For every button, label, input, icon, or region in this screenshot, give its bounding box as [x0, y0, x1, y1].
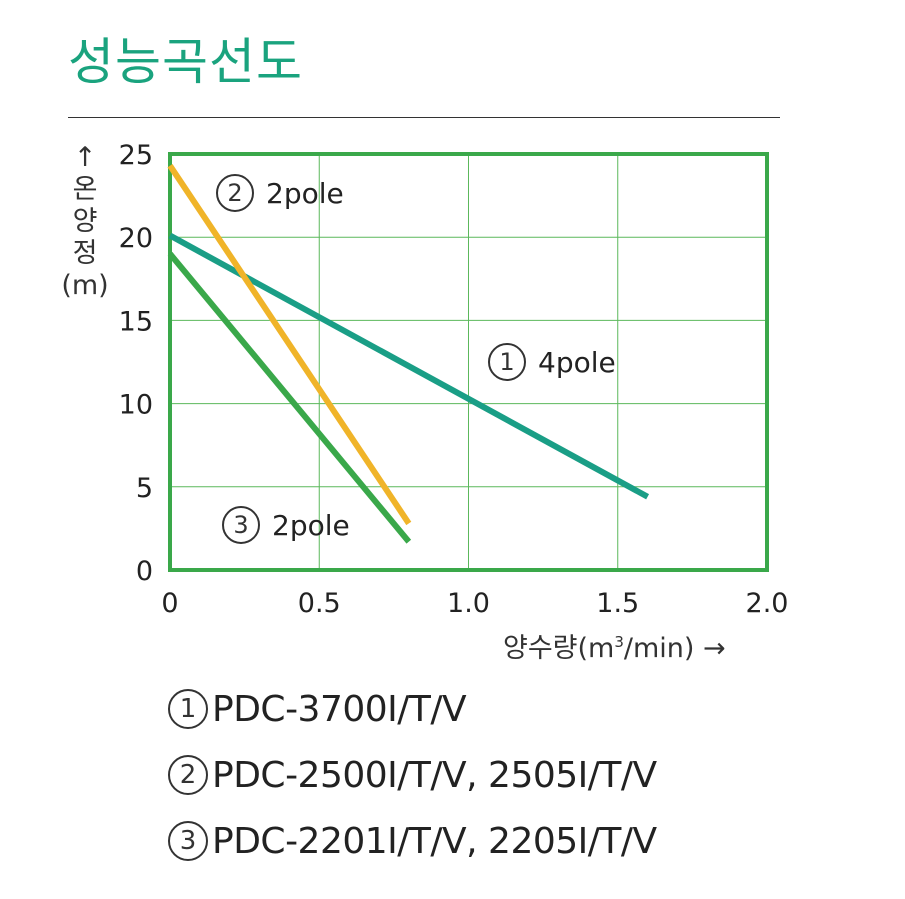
- y-axis-label-char: 온: [72, 174, 98, 205]
- x-axis-label-sup: 3: [614, 633, 624, 651]
- series-line-1: [168, 232, 650, 500]
- x-tick-label: 1.0: [447, 588, 490, 619]
- marker-3-icon: 3: [222, 506, 260, 544]
- series-label-1-text: 4pole: [538, 345, 616, 379]
- legend-item: 1 PDC-3700I/T/V: [168, 676, 657, 742]
- y-axis-label-char: 양: [72, 206, 98, 237]
- page-title: 성능곡선도: [68, 33, 303, 91]
- legend-item: 2 PDC-2500I/T/V, 2505I/T/V: [168, 742, 657, 808]
- x-tick-label: 0.5: [298, 588, 341, 619]
- y-tick-label: 15: [119, 306, 153, 337]
- y-tick-label: 0: [136, 556, 153, 587]
- y-tick-label: 25: [119, 140, 153, 171]
- series-line-3: [167, 251, 412, 544]
- y-axis-label: ↑ 온 양 정 (m): [60, 142, 110, 302]
- y-axis-label-unit: (m): [61, 270, 109, 301]
- x-axis-label-tail: /min) →: [623, 633, 726, 664]
- x-tick-label: 0: [161, 588, 178, 619]
- legend-item: 3 PDC-2201I/T/V, 2205I/T/V: [168, 808, 657, 874]
- x-axis-label-text: 양수량(m: [503, 633, 615, 664]
- marker-3-icon: 3: [168, 821, 208, 861]
- y-axis-label-char: 정: [72, 238, 98, 269]
- series-line-2: [167, 163, 412, 526]
- y-tick-label: 10: [119, 390, 153, 421]
- title-divider: [68, 117, 780, 118]
- series-label-3-text: 2pole: [272, 508, 350, 542]
- x-tick-label: 1.5: [596, 588, 639, 619]
- marker-1-icon: 1: [488, 343, 526, 381]
- marker-2-icon: 2: [216, 174, 254, 212]
- series-label-3: 3 2pole: [222, 506, 350, 544]
- legend-item-text: PDC-3700I/T/V: [212, 688, 467, 730]
- y-tick-label: 20: [119, 223, 153, 254]
- series-label-2: 2 2pole: [216, 174, 344, 212]
- model-legend: 1 PDC-3700I/T/V 2 PDC-2500I/T/V, 2505I/T…: [168, 676, 657, 874]
- x-axis-label: 양수량(m3/min) →: [503, 626, 726, 665]
- legend-item-text: PDC-2201I/T/V, 2205I/T/V: [212, 820, 657, 862]
- x-tick-label: 2.0: [746, 588, 789, 619]
- y-axis-arrow: ↑: [73, 142, 97, 173]
- series-label-1: 1 4pole: [488, 343, 616, 381]
- legend-item-text: PDC-2500I/T/V, 2505I/T/V: [212, 754, 657, 796]
- y-tick-label: 5: [136, 473, 153, 504]
- marker-2-icon: 2: [168, 755, 208, 795]
- plot-frame: [168, 152, 769, 572]
- series-label-2-text: 2pole: [266, 176, 344, 210]
- marker-1-icon: 1: [168, 689, 208, 729]
